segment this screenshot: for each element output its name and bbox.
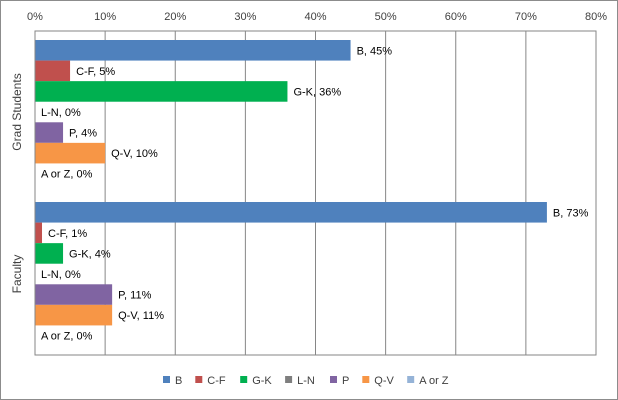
data-label: A or Z, 0% [41, 169, 93, 181]
data-label: G-K, 4% [69, 248, 111, 260]
data-label: L-N, 0% [41, 269, 81, 281]
x-tick-label: 80% [585, 11, 607, 23]
x-tick-label: 40% [304, 11, 326, 23]
data-label: A or Z, 0% [41, 331, 93, 343]
bar [35, 202, 547, 223]
group-label: Grad Students [10, 73, 24, 150]
bar [35, 284, 113, 305]
x-tick-label: 20% [164, 11, 186, 23]
bar [35, 142, 106, 164]
legend-swatch [407, 376, 415, 383]
data-label: Q-V, 10% [111, 148, 158, 160]
legend-label: C-F [207, 375, 226, 387]
legend-swatch [240, 376, 248, 383]
group-label: Faculty [10, 255, 24, 294]
legend-label: A or Z [419, 375, 449, 387]
data-label: L-N, 0% [41, 107, 81, 119]
bar [35, 60, 71, 82]
legend-swatch [163, 376, 170, 383]
legend-label: L-N [297, 375, 315, 387]
legend-label: B [175, 375, 182, 387]
data-label: G-K, 36% [293, 86, 341, 98]
bars [35, 40, 547, 326]
legend-swatch [330, 376, 337, 383]
bar [35, 122, 64, 143]
data-label: B, 73% [553, 207, 589, 219]
data-label: C-F, 5% [76, 66, 115, 78]
legend: B C-F G-K L-N P Q-V A or Z [163, 375, 449, 387]
bar [35, 222, 43, 244]
x-tick-label: 30% [234, 11, 256, 23]
legend-label: P [342, 375, 349, 387]
x-tick-label: 0% [27, 11, 43, 23]
data-label: P, 11% [118, 290, 151, 302]
legend-swatch [195, 376, 203, 383]
data-labels: B, 45% C-F, 5% G-K, 36% L-N, 0% P, 4% Q-V, 10… [41, 45, 589, 342]
data-label: B, 45% [357, 45, 393, 57]
x-tick-label: 10% [94, 11, 116, 23]
legend-label: G-K [252, 375, 272, 387]
bar [35, 81, 288, 102]
bar [35, 304, 113, 326]
bar [35, 40, 351, 61]
legend-label: Q-V [374, 375, 394, 387]
data-label: C-F, 1% [48, 228, 87, 240]
x-tick-label: 70% [515, 11, 537, 23]
data-label: Q-V, 11% [118, 310, 164, 322]
axes: 0% 10% 20% 30% 40% 50% 60% 70% 80% Grad Students F… [10, 11, 607, 356]
bar [35, 243, 64, 264]
data-label: P, 4% [69, 128, 97, 140]
legend-swatch [362, 376, 370, 383]
x-tick-label: 60% [445, 11, 467, 23]
plot-area-frame [34, 30, 597, 356]
x-tick-label: 50% [375, 11, 397, 23]
legend-swatch [285, 376, 293, 383]
